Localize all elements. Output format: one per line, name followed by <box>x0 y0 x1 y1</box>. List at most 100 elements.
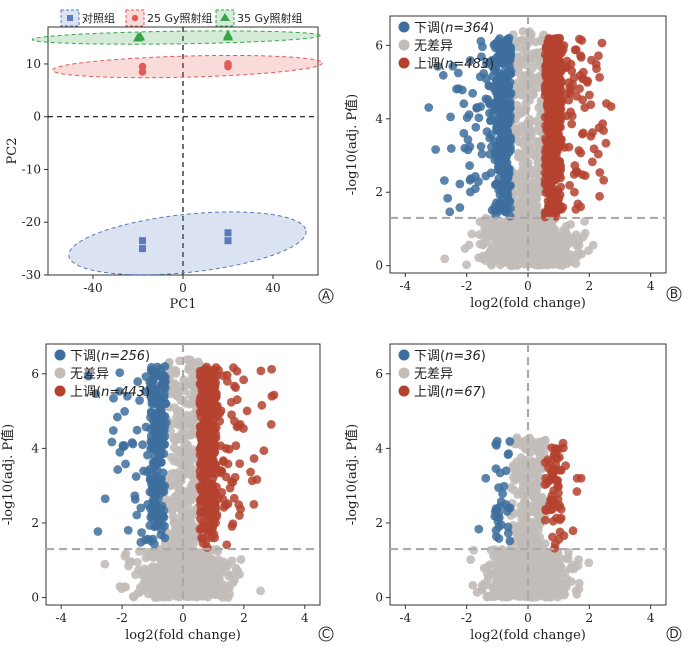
point-down-regulated <box>91 389 101 399</box>
point-up-regulated <box>542 69 551 79</box>
point-no-change <box>580 217 589 226</box>
panel-tag-label: D <box>669 627 678 641</box>
point-down-regulated <box>424 103 434 112</box>
x-tick-label: -4 <box>55 611 67 625</box>
point-down-regulated <box>160 533 170 543</box>
point-down-regulated <box>495 468 505 478</box>
point-no-change <box>183 486 193 496</box>
point-no-change <box>479 579 489 589</box>
point-no-change <box>555 570 564 579</box>
confidence-ellipse <box>31 30 321 45</box>
point-no-change <box>482 592 492 602</box>
legend-marker <box>398 39 410 51</box>
point-no-change <box>509 561 518 571</box>
point-no-change <box>534 538 544 548</box>
point-down-regulated <box>498 489 508 499</box>
legend-count: n=256 <box>101 349 145 364</box>
point-no-change <box>183 502 193 512</box>
data-point <box>139 237 146 245</box>
y-tick-label: 6 <box>375 367 383 381</box>
panel-tag-circle <box>318 288 334 304</box>
panel-tag-circle <box>666 626 682 642</box>
y-tick-label: 6 <box>31 367 39 381</box>
point-down-regulated <box>493 165 503 175</box>
point-no-change <box>486 259 496 269</box>
point-no-change <box>163 576 173 586</box>
volcano-panel-c: -4 -2 0 2 40246下调(n=256)无差异上调(n=443)log2(fol… <box>0 343 334 643</box>
point-up-regulated <box>582 77 592 87</box>
point-down-regulated <box>500 158 510 168</box>
point-up-regulated <box>222 370 232 380</box>
point-up-regulated <box>232 422 242 432</box>
y-tick-label: 2 <box>31 516 39 530</box>
legend-class-label: 无差异 <box>414 39 453 54</box>
y-tick-label: 2 <box>375 185 383 199</box>
point-up-regulated <box>228 519 238 529</box>
point-no-change <box>157 564 167 574</box>
point-down-regulated <box>501 207 511 216</box>
point-up-regulated <box>545 139 555 149</box>
legend-marker <box>398 385 410 397</box>
point-no-change <box>137 568 147 578</box>
point-down-regulated <box>495 199 504 209</box>
point-down-regulated <box>468 88 478 98</box>
point-up-regulated <box>246 467 255 477</box>
legend-open-paren: ( <box>96 385 101 400</box>
point-up-regulated <box>571 45 581 55</box>
point-no-change <box>554 259 564 269</box>
point-up-regulated <box>597 38 607 48</box>
y-tick-label: 4 <box>31 441 39 455</box>
y-axis-title: -log10(adj. P值) <box>344 424 360 526</box>
legend-label: 下调(n=256) <box>70 349 150 364</box>
point-no-change <box>566 219 576 229</box>
point-up-regulated <box>546 85 556 95</box>
point-no-change <box>507 571 517 581</box>
legend-count: n=364 <box>445 21 489 36</box>
point-down-regulated <box>496 520 506 530</box>
point-no-change <box>467 229 477 239</box>
point-no-change <box>532 571 541 581</box>
point-down-regulated <box>493 119 503 129</box>
point-no-change <box>571 259 581 269</box>
x-tick-label: 0 <box>524 279 532 293</box>
legend-open-paren: ( <box>440 349 445 364</box>
point-up-regulated <box>211 392 221 402</box>
point-up-regulated <box>257 400 267 410</box>
point-no-change <box>522 465 532 475</box>
panel-tag-circle <box>318 626 334 642</box>
point-down-regulated <box>147 393 156 403</box>
point-up-regulated <box>231 441 241 451</box>
point-down-regulated <box>498 45 508 54</box>
point-no-change <box>489 591 498 601</box>
point-up-regulated <box>589 144 599 154</box>
panel-tag-label: A <box>322 289 331 303</box>
point-up-regulated <box>199 521 209 531</box>
point-no-change <box>228 578 238 588</box>
point-no-change <box>516 440 526 450</box>
point-up-regulated <box>557 77 567 87</box>
point-down-regulated <box>431 145 441 154</box>
point-no-change <box>491 217 501 227</box>
point-no-change <box>533 157 543 167</box>
point-down-regulated <box>151 472 161 482</box>
point-down-regulated <box>433 61 443 71</box>
point-down-regulated <box>505 436 515 446</box>
point-no-change <box>524 117 534 127</box>
point-no-change <box>135 583 145 592</box>
point-down-regulated <box>502 506 512 516</box>
point-down-regulated <box>497 74 507 84</box>
point-down-regulated <box>499 129 509 139</box>
point-down-regulated <box>143 534 153 544</box>
point-no-change <box>516 35 526 45</box>
point-no-change <box>510 476 520 485</box>
point-down-regulated <box>438 70 448 80</box>
point-up-regulated <box>249 454 259 463</box>
point-up-regulated <box>219 457 228 467</box>
point-no-change <box>536 244 546 254</box>
point-no-change <box>145 572 155 582</box>
point-up-regulated <box>267 364 277 374</box>
data-point <box>223 31 233 41</box>
point-no-change <box>529 553 539 563</box>
y-tick-label: -20 <box>22 215 41 229</box>
legend-label: 上调(n=483) <box>414 57 494 72</box>
